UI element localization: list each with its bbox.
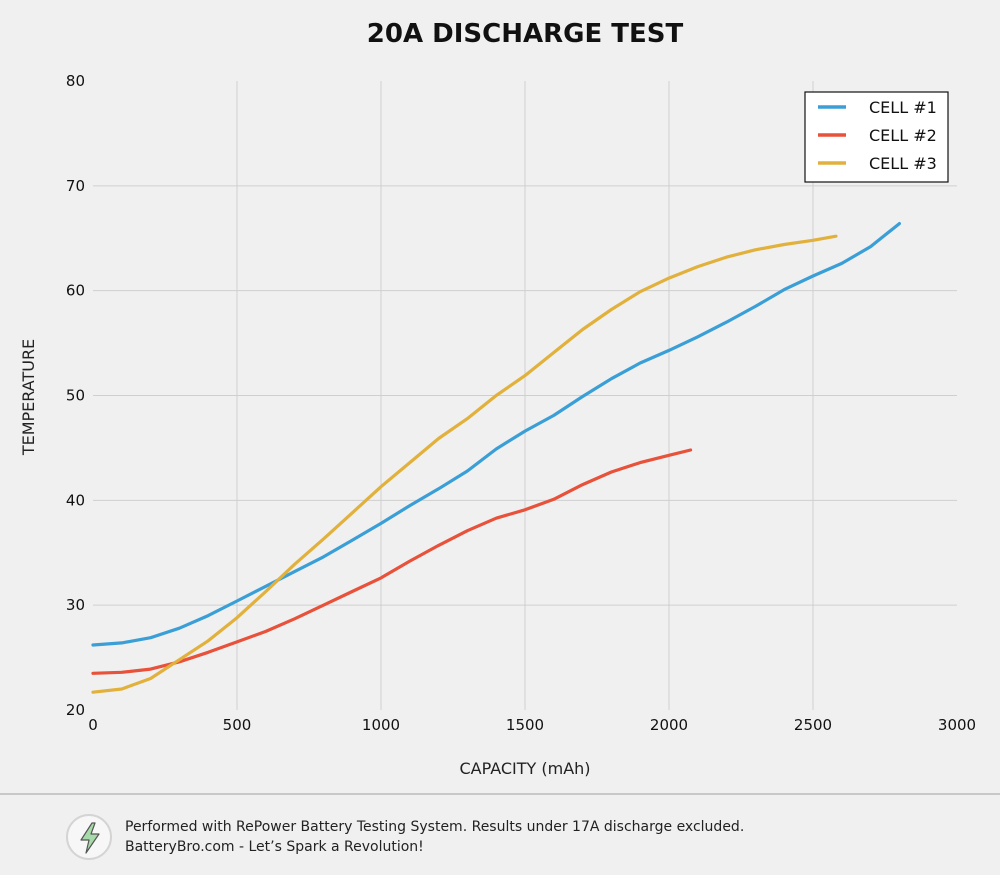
x-tick-label: 2500 xyxy=(794,716,832,734)
footer-text: Performed with RePower Battery Testing S… xyxy=(125,817,744,857)
legend-label-cell-2: CELL #2 xyxy=(869,126,937,145)
y-tick-label: 40 xyxy=(66,491,85,509)
footer-line-1: Performed with RePower Battery Testing S… xyxy=(125,819,745,835)
series-line-cell-3 xyxy=(91,234,838,694)
y-tick-label: 60 xyxy=(66,282,85,300)
logo xyxy=(66,814,112,860)
axis-ticks: 0 500 1000 1500 2000 2500 3000 20 30 40 50 60 70 80 xyxy=(66,72,976,734)
y-tick-label: 50 xyxy=(66,387,85,405)
x-tick-label: 3000 xyxy=(938,716,976,734)
x-axis-label: CAPACITY (mAh) xyxy=(459,759,590,778)
x-tick-label: 1500 xyxy=(506,716,544,734)
footer-line-2: BatteryBro.com - Let’s Spark a Revolutio… xyxy=(125,839,424,855)
legend-label-cell-3: CELL #3 xyxy=(869,154,937,173)
chart-title: 20A DISCHARGE TEST xyxy=(367,19,684,49)
y-axis-label: TEMPERATURE xyxy=(19,339,38,456)
series-lines xyxy=(91,222,902,694)
grid xyxy=(93,81,957,710)
footer: Performed with RePower Battery Testing S… xyxy=(0,793,1000,875)
legend-label-cell-1: CELL #1 xyxy=(869,98,937,117)
chart: 20A DISCHARGE TEST 0 500 1000 1500 2000 2500 3… xyxy=(19,19,976,778)
series-line-cell-2 xyxy=(91,448,693,675)
x-tick-label: 0 xyxy=(88,716,98,734)
legend: CELL #1 CELL #2 CELL #3 xyxy=(804,91,949,183)
x-tick-label: 500 xyxy=(223,716,252,734)
lightning-bolt-icon xyxy=(80,822,100,854)
x-tick-label: 1000 xyxy=(362,716,400,734)
y-tick-label: 70 xyxy=(66,177,85,195)
y-tick-label: 20 xyxy=(66,701,85,719)
y-tick-label: 80 xyxy=(66,72,85,90)
series-line-cell-1 xyxy=(91,222,902,647)
y-tick-label: 30 xyxy=(66,596,85,614)
x-tick-label: 2000 xyxy=(650,716,688,734)
